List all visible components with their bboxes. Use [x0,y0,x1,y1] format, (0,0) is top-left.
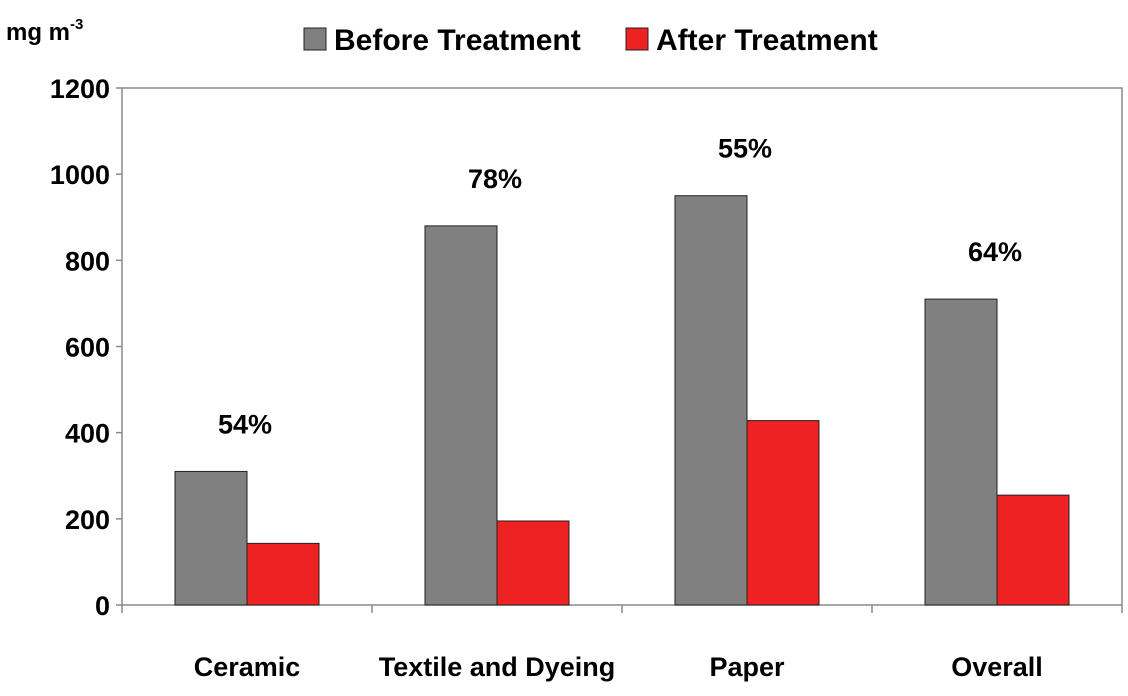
legend: Before Treatment After Treatment [303,24,878,57]
bar-after-treatment [246,542,320,606]
bar-before-treatment [674,195,748,606]
bar-after-treatment [746,420,820,606]
x-category-label: Textile and Dyeing [379,652,616,682]
percent-reduction-label: 78% [468,164,522,194]
y-tick-label: 1000 [50,160,110,190]
percent-reduction-label: 54% [218,409,272,439]
x-category-label: Ceramic [194,652,301,682]
x-category-label: Paper [709,652,785,682]
bar-after-treatment [996,494,1070,606]
bar-before-treatment [424,225,498,606]
y-tick-label: 400 [65,419,110,449]
bars [174,195,1070,606]
y-tick-label: 600 [65,333,110,363]
y-tick-label: 1200 [50,74,110,104]
bar-after-treatment [496,520,570,606]
bar-before-treatment [174,470,248,606]
y-tick-label: 800 [65,246,110,276]
y-tick-label: 200 [65,505,110,535]
legend-swatch [625,27,649,51]
y-tick-label: 0 [95,591,110,621]
percent-reduction-label: 55% [718,134,772,164]
y-axis-unit-superscript: -3 [70,16,83,33]
percent-reduction-label: 64% [968,237,1022,267]
legend-entry-label: After Treatment [656,24,878,57]
bar-before-treatment [924,298,998,606]
y-axis-unit-label: mg m-3 [6,16,83,46]
x-axis: Ceramic Textile and Dyeing Paper Overall [121,605,1123,682]
y-axis-unit-text: mg m [6,19,70,46]
legend-entry-label: Before Treatment [334,24,581,57]
x-category-label: Overall [951,652,1043,682]
percent-annotations: 54% 78% 55% 64% [218,134,1022,440]
y-axis: 0 200 400 600 800 1000 1200 [50,74,122,621]
legend-swatch [303,27,327,51]
